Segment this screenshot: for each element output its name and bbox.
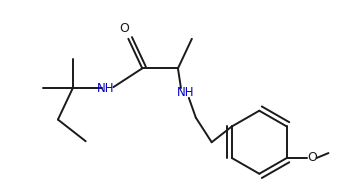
Text: NH: NH <box>177 86 195 98</box>
Text: O: O <box>119 22 129 36</box>
Text: O: O <box>308 151 318 164</box>
Text: NH: NH <box>97 82 114 95</box>
